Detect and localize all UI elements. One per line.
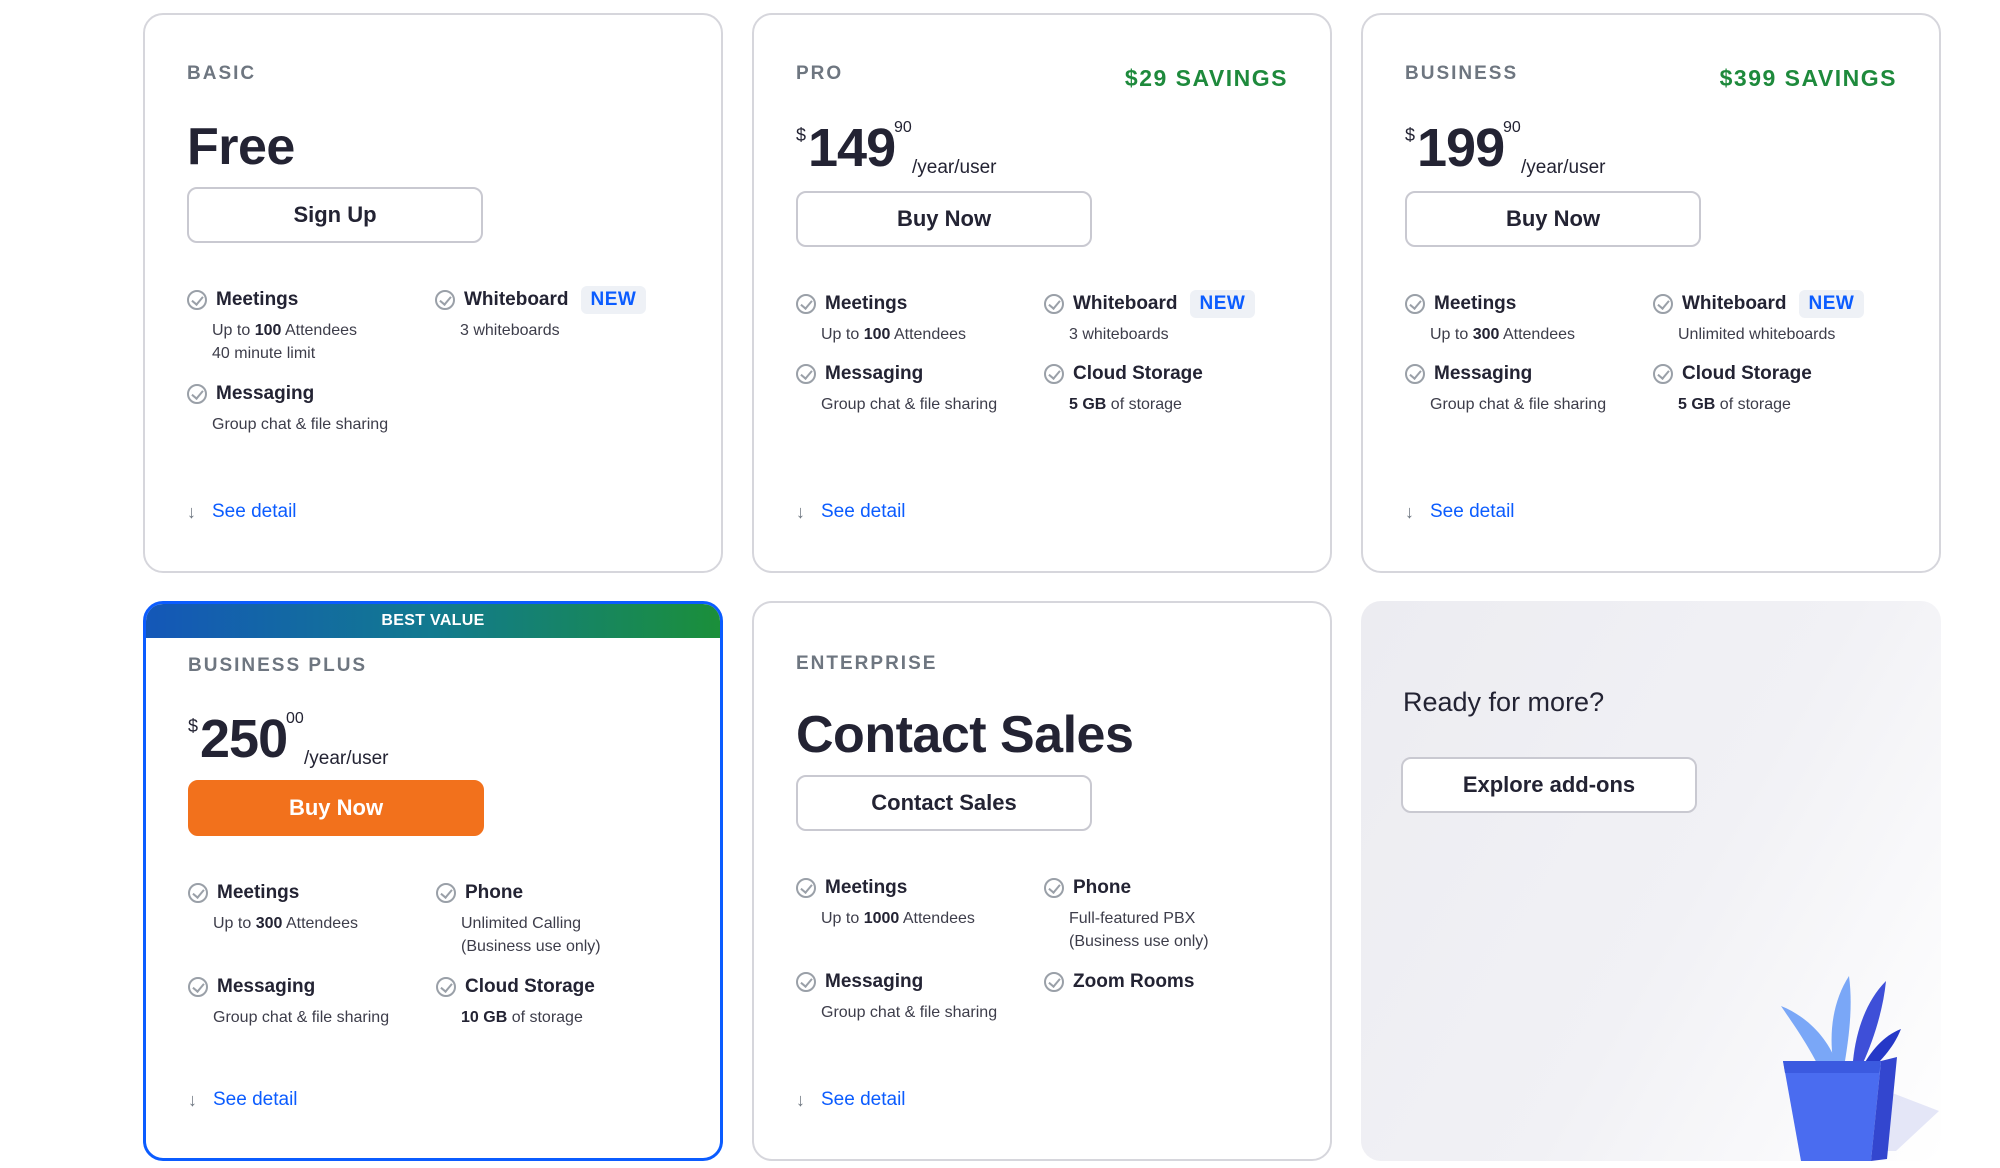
plan-tier-label: BUSINESS PLUS xyxy=(188,655,368,676)
feature-desc: 5 GB of storage xyxy=(1069,396,1182,413)
feature-messaging: Messaging Group chat & file sharing xyxy=(187,381,427,436)
check-circle-icon xyxy=(1653,364,1673,384)
feature-title: Messaging xyxy=(216,383,315,404)
feature-desc: Group chat & file sharing xyxy=(1430,396,1607,413)
feature-desc: Full-featured PBX xyxy=(1069,910,1196,927)
arrow-down-icon: ↓ xyxy=(1405,501,1414,522)
feature-cloud-storage: Cloud Storage 5 GB of storage xyxy=(1653,361,1893,416)
plan-card-business-plus: BEST VALUE BUSINESS PLUS $ 250 00 /year/… xyxy=(143,601,723,1161)
arrow-down-icon: ↓ xyxy=(796,501,805,522)
feature-meetings: Meetings Up to 1000 Attendees xyxy=(796,875,1036,930)
feature-whiteboard: Whiteboard NEW 3 whiteboards xyxy=(435,286,675,342)
feature-cloud-storage: Cloud Storage 5 GB of storage xyxy=(1044,361,1284,416)
check-circle-icon xyxy=(188,977,208,997)
feature-desc: 5 GB of storage xyxy=(1678,396,1791,413)
plan-tier-label: BUSINESS xyxy=(1405,63,1519,84)
see-detail-link[interactable]: ↓ See detail xyxy=(187,501,297,522)
plan-tier-label: PRO xyxy=(796,63,844,84)
feature-desc: Up to 100 Attendees xyxy=(212,322,358,339)
feature-desc: Up to 300 Attendees xyxy=(1430,326,1576,343)
buy-now-button[interactable]: Buy Now xyxy=(1405,191,1701,247)
savings-label: $399 SAVINGS xyxy=(1719,65,1897,91)
feature-desc: Unlimited Calling xyxy=(461,915,582,932)
check-circle-icon xyxy=(187,290,207,310)
check-circle-icon xyxy=(1405,294,1425,314)
plan-card-basic: BASIC Free Sign Up Meetings Up to 100 At… xyxy=(143,13,723,573)
check-circle-icon xyxy=(436,883,456,903)
buy-now-button[interactable]: Buy Now xyxy=(188,780,484,836)
contact-sales-button[interactable]: Contact Sales xyxy=(796,775,1092,831)
feature-desc-2: (Business use only) xyxy=(1069,933,1209,950)
see-detail-link[interactable]: ↓ See detail xyxy=(188,1089,298,1110)
check-circle-icon xyxy=(796,294,816,314)
feature-desc-2: (Business use only) xyxy=(461,938,601,955)
new-badge: NEW xyxy=(1189,290,1256,318)
plan-tier-label: ENTERPRISE xyxy=(796,653,938,674)
check-circle-icon xyxy=(796,878,816,898)
see-detail-link[interactable]: ↓ See detail xyxy=(796,501,906,522)
feature-desc: 3 whiteboards xyxy=(1069,326,1169,343)
explore-addons-button[interactable]: Explore add-ons xyxy=(1401,757,1697,813)
new-badge: NEW xyxy=(580,286,647,314)
feature-desc: Up to 300 Attendees xyxy=(213,915,359,932)
feature-title: Meetings xyxy=(216,289,299,310)
check-circle-icon xyxy=(1653,294,1673,314)
check-circle-icon xyxy=(796,972,816,992)
check-circle-icon xyxy=(1044,294,1064,314)
buy-now-button[interactable]: Buy Now xyxy=(796,191,1092,247)
feature-phone: Phone Unlimited Calling (Business use on… xyxy=(436,880,676,958)
check-circle-icon xyxy=(1044,364,1064,384)
sign-up-button[interactable]: Sign Up xyxy=(187,187,483,243)
feature-meetings: Meetings Up to 100 Attendees 40 minute l… xyxy=(187,287,427,365)
feature-meetings: Meetings Up to 100 Attendees xyxy=(796,291,1036,346)
feature-desc: Group chat & file sharing xyxy=(213,1009,390,1026)
feature-desc: 3 whiteboards xyxy=(460,322,560,339)
addons-heading: Ready for more? xyxy=(1403,687,1605,717)
feature-desc: Group chat & file sharing xyxy=(821,1004,998,1021)
plan-card-business: BUSINESS $399 SAVINGS $ 199 90 /year/use… xyxy=(1361,13,1941,573)
check-circle-icon xyxy=(1405,364,1425,384)
feature-desc: Up to 100 Attendees xyxy=(821,326,967,343)
check-circle-icon xyxy=(436,977,456,997)
check-circle-icon xyxy=(1044,972,1064,992)
plant-pot-icon xyxy=(1781,976,1939,1161)
feature-title: Whiteboard xyxy=(464,289,569,310)
feature-desc: Group chat & file sharing xyxy=(821,396,998,413)
check-circle-icon xyxy=(796,364,816,384)
addons-card: Ready for more? Explore add-ons xyxy=(1361,601,1941,1161)
arrow-down-icon: ↓ xyxy=(187,501,196,522)
see-detail-link[interactable]: ↓ See detail xyxy=(1405,501,1515,522)
feature-phone: Phone Full-featured PBX (Business use on… xyxy=(1044,875,1284,953)
best-value-banner: BEST VALUE xyxy=(146,604,720,638)
feature-messaging: Messaging Group chat & file sharing xyxy=(1405,361,1645,416)
feature-desc: 10 GB of storage xyxy=(461,1009,583,1026)
feature-desc: Group chat & file sharing xyxy=(212,416,389,433)
plan-price-title: Contact Sales xyxy=(796,706,1134,764)
check-circle-icon xyxy=(1044,878,1064,898)
check-circle-icon xyxy=(188,883,208,903)
feature-whiteboard: Whiteboard NEW Unlimited whiteboards xyxy=(1653,290,1893,346)
feature-zoom-rooms: Zoom Rooms xyxy=(1044,969,1284,995)
savings-label: $29 SAVINGS xyxy=(1124,65,1288,91)
feature-messaging: Messaging Group chat & file sharing xyxy=(796,969,1036,1024)
see-detail-link[interactable]: ↓ See detail xyxy=(796,1089,906,1110)
arrow-down-icon: ↓ xyxy=(188,1089,197,1110)
feature-desc-2: 40 minute limit xyxy=(212,345,316,362)
feature-whiteboard: Whiteboard NEW 3 whiteboards xyxy=(1044,290,1284,346)
plan-price-title: Free xyxy=(187,118,295,176)
feature-meetings: Meetings Up to 300 Attendees xyxy=(1405,291,1645,346)
feature-desc: Unlimited whiteboards xyxy=(1678,326,1836,343)
feature-meetings: Meetings Up to 300 Attendees xyxy=(188,880,428,935)
feature-messaging: Messaging Group chat & file sharing xyxy=(188,974,428,1029)
plan-card-enterprise: ENTERPRISE Contact Sales Contact Sales M… xyxy=(752,601,1332,1161)
feature-desc: Up to 1000 Attendees xyxy=(821,910,975,927)
check-circle-icon xyxy=(435,290,455,310)
arrow-down-icon: ↓ xyxy=(796,1089,805,1110)
new-badge: NEW xyxy=(1798,290,1865,318)
feature-cloud-storage: Cloud Storage 10 GB of storage xyxy=(436,974,676,1029)
check-circle-icon xyxy=(187,384,207,404)
plan-tier-label: BASIC xyxy=(187,63,257,84)
plan-card-pro: PRO $29 SAVINGS $ 149 90 /year/user Buy … xyxy=(752,13,1332,573)
feature-messaging: Messaging Group chat & file sharing xyxy=(796,361,1036,416)
